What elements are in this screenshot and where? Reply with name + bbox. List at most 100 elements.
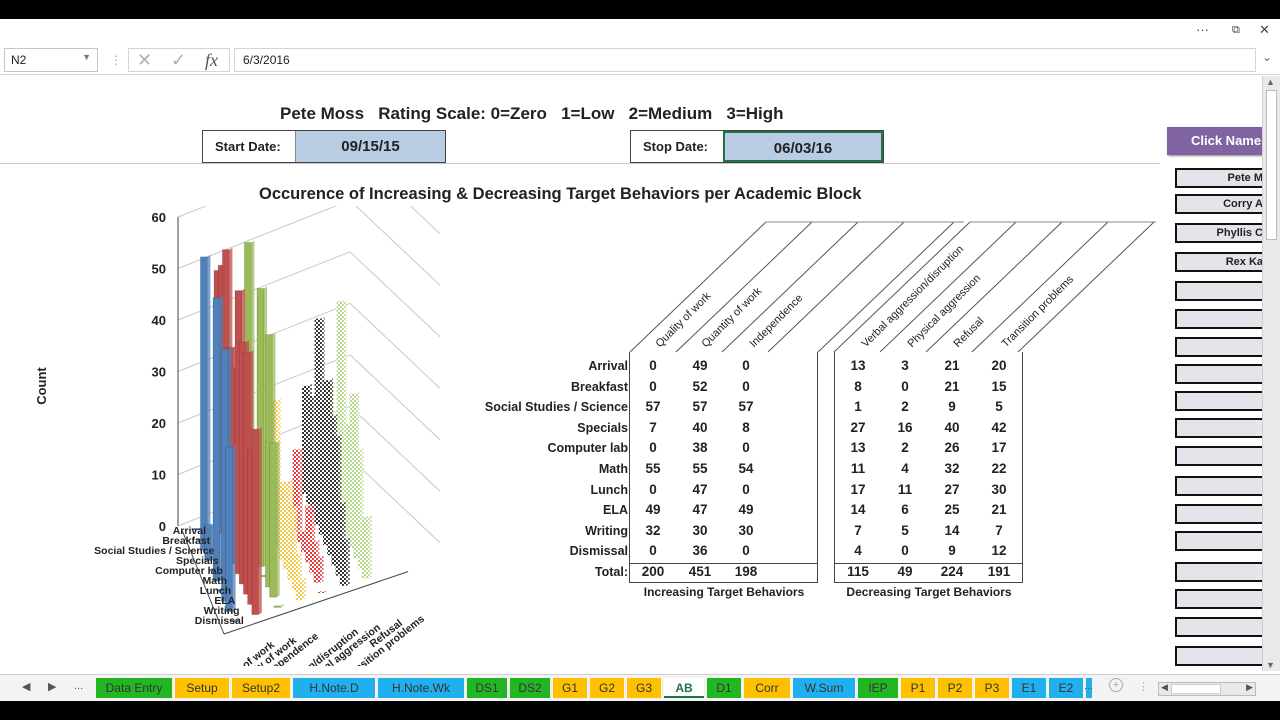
decreasing-cell[interactable]: 17	[850, 481, 866, 497]
increasing-cell[interactable]: 0	[649, 543, 657, 559]
decreasing-cell[interactable]: 11	[897, 481, 913, 497]
tab-corr[interactable]: Corr	[744, 678, 790, 698]
increasing-cell[interactable]: 0	[649, 358, 657, 373]
horizontal-scrollbar[interactable]: ◀ ▶	[1158, 682, 1256, 696]
decreasing-cell[interactable]: 30	[991, 481, 1007, 497]
increasing-cell[interactable]: 0	[649, 481, 657, 497]
tab-ds1[interactable]: DS1	[467, 678, 507, 698]
tab-g1[interactable]: G1	[553, 678, 587, 698]
add-sheet-icon[interactable]: +	[1109, 678, 1123, 692]
increasing-cell[interactable]: 0	[742, 358, 750, 373]
student-name-button[interactable]: Pete M	[1175, 168, 1262, 188]
increasing-cell[interactable]: 57	[738, 399, 754, 415]
student-name-button[interactable]	[1175, 531, 1262, 551]
scroll-up-icon[interactable]: ▲	[1266, 77, 1275, 87]
decreasing-cell[interactable]: 13	[850, 440, 866, 456]
tab-w-sum[interactable]: W.Sum	[793, 678, 855, 698]
tab-e1[interactable]: E1	[1012, 678, 1046, 698]
increasing-cell[interactable]: 54	[738, 461, 754, 476]
increasing-cell[interactable]: 30	[692, 522, 708, 538]
student-name-button[interactable]	[1175, 391, 1262, 411]
tab-g2[interactable]: G2	[590, 678, 624, 698]
name-box-dropdown-icon[interactable]: ▼	[82, 52, 91, 62]
student-name-button[interactable]: Phyllis C	[1175, 223, 1262, 243]
next-sheet-icon[interactable]: ▶	[48, 681, 57, 693]
cancel-icon[interactable]: ✕	[137, 50, 153, 70]
increasing-cell[interactable]: 0	[742, 543, 750, 559]
stop-date-field[interactable]: 06/03/16	[723, 131, 883, 162]
student-name-button[interactable]	[1175, 418, 1262, 438]
increasing-cell[interactable]: 49	[738, 502, 754, 518]
decreasing-cell[interactable]: 21	[944, 358, 960, 373]
decreasing-cell[interactable]: 0	[901, 378, 909, 394]
more-options-icon[interactable]: ···	[1196, 22, 1209, 37]
decreasing-cell[interactable]: 12	[991, 543, 1007, 559]
increasing-cell[interactable]: 52	[692, 378, 708, 394]
more-sheets-right[interactable]: ...	[1084, 680, 1094, 692]
start-date-field[interactable]: 09/15/15	[295, 131, 445, 162]
decreasing-cell[interactable]: 13	[850, 358, 866, 373]
decreasing-cell[interactable]: 7	[995, 522, 1003, 538]
decreasing-cell[interactable]: 20	[991, 358, 1007, 373]
decreasing-cell[interactable]: 26	[944, 440, 960, 456]
increasing-cell[interactable]: 8	[742, 419, 750, 435]
decreasing-cell[interactable]: 2	[901, 399, 909, 415]
decreasing-cell[interactable]: 16	[897, 419, 913, 435]
decreasing-cell[interactable]: 2	[901, 440, 909, 456]
tab-split-grip-icon[interactable]: ⋮	[1138, 681, 1149, 693]
decreasing-cell[interactable]: 5	[901, 522, 909, 538]
student-name-button[interactable]: Rex Ka	[1175, 252, 1262, 272]
expand-formula-bar-icon[interactable]: ⌄	[1261, 50, 1272, 64]
3d-column-chart[interactable]: 0102030405060CountArrivalBreakfastSocial…	[0, 206, 470, 666]
tab-ab[interactable]: AB	[664, 678, 704, 698]
student-name-button[interactable]	[1175, 504, 1262, 524]
decreasing-cell[interactable]: 1	[854, 399, 862, 415]
decreasing-cell[interactable]: 21	[944, 378, 960, 394]
increasing-cell[interactable]: 40	[692, 419, 708, 435]
decreasing-cell[interactable]: 22	[991, 461, 1007, 476]
student-name-button[interactable]	[1175, 446, 1262, 466]
increasing-cell[interactable]: 57	[692, 399, 708, 415]
decreasing-cell[interactable]: 4	[901, 461, 909, 476]
vertical-scroll-thumb[interactable]	[1266, 90, 1277, 240]
increasing-cell[interactable]: 0	[742, 440, 750, 456]
restore-window-icon[interactable]: ⧉	[1232, 24, 1240, 36]
tab-ds2[interactable]: DS2	[510, 678, 550, 698]
increasing-cell[interactable]: 49	[645, 502, 661, 518]
decreasing-cell[interactable]: 32	[944, 461, 960, 476]
increasing-cell[interactable]: 38	[692, 440, 708, 456]
increasing-cell[interactable]: 49	[692, 358, 708, 373]
decreasing-cell[interactable]: 5	[995, 399, 1003, 415]
student-name-button[interactable]	[1175, 617, 1262, 637]
tab-p1[interactable]: P1	[901, 678, 935, 698]
tab-p3[interactable]: P3	[975, 678, 1009, 698]
student-name-button[interactable]	[1175, 562, 1262, 582]
decreasing-cell[interactable]: 14	[944, 522, 960, 538]
scroll-down-icon[interactable]: ▼	[1266, 660, 1275, 670]
decreasing-cell[interactable]: 15	[991, 378, 1007, 394]
tab-p2[interactable]: P2	[938, 678, 972, 698]
increasing-cell[interactable]: 0	[742, 481, 750, 497]
increasing-cell[interactable]: 57	[645, 399, 661, 415]
insert-function-icon[interactable]: fx	[205, 50, 218, 70]
close-window-icon[interactable]: ✕	[1259, 22, 1270, 37]
decreasing-cell[interactable]: 8	[854, 378, 862, 394]
tab-g3[interactable]: G3	[627, 678, 661, 698]
decreasing-cell[interactable]: 9	[948, 543, 956, 559]
enter-icon[interactable]: ✓	[171, 50, 187, 70]
increasing-cell[interactable]: 0	[649, 378, 657, 394]
decreasing-cell[interactable]: 40	[944, 419, 960, 435]
student-name-button[interactable]	[1175, 476, 1262, 496]
decreasing-cell[interactable]: 21	[991, 502, 1007, 518]
horizontal-scroll-thumb[interactable]	[1171, 684, 1221, 694]
more-sheets-left[interactable]: ...	[74, 680, 84, 692]
decreasing-cell[interactable]: 27	[944, 481, 960, 497]
decreasing-cell[interactable]: 25	[944, 502, 960, 518]
increasing-cell[interactable]: 47	[692, 502, 708, 518]
decreasing-cell[interactable]: 27	[850, 419, 866, 435]
tab-data-entry[interactable]: Data Entry	[96, 678, 172, 698]
student-name-button[interactable]	[1175, 309, 1262, 329]
scroll-right-icon[interactable]: ▶	[1246, 682, 1253, 692]
increasing-cell[interactable]: 0	[649, 440, 657, 456]
decreasing-cell[interactable]: 9	[948, 399, 956, 415]
